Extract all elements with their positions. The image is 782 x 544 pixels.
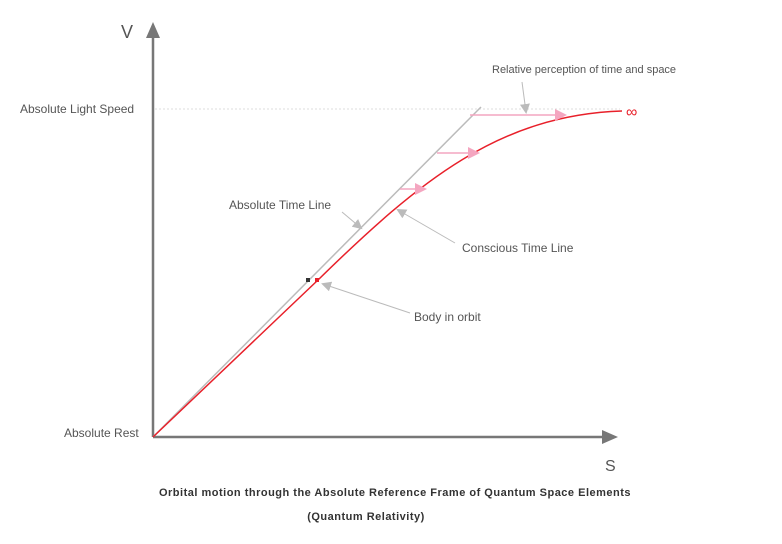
caption: Orbital motion through the Absolute Refe… xyxy=(159,487,631,499)
annotation: Relative perception of time and space xyxy=(492,64,676,76)
pointer xyxy=(396,208,456,244)
level-label: Absolute Light Speed xyxy=(20,102,134,116)
x-label: S xyxy=(605,458,616,475)
caption: (Quantum Relativity) xyxy=(307,511,425,523)
annotation: Absolute Time Line xyxy=(229,198,331,212)
absolute-body xyxy=(306,278,310,282)
annotation: Conscious Time Line xyxy=(462,241,574,255)
conscious-time-line xyxy=(152,110,623,438)
pointer xyxy=(519,81,530,114)
y-arrowhead xyxy=(146,22,160,38)
orbit-body xyxy=(315,278,319,282)
pointer xyxy=(341,211,363,230)
annotation: Body in orbit xyxy=(414,310,481,324)
infinity: ∞ xyxy=(626,104,637,121)
pointer xyxy=(321,281,411,314)
level-label: Absolute Rest xyxy=(64,426,139,440)
y-label: V xyxy=(121,22,133,42)
x-arrowhead xyxy=(602,430,618,444)
absolute-time-line xyxy=(152,106,482,438)
